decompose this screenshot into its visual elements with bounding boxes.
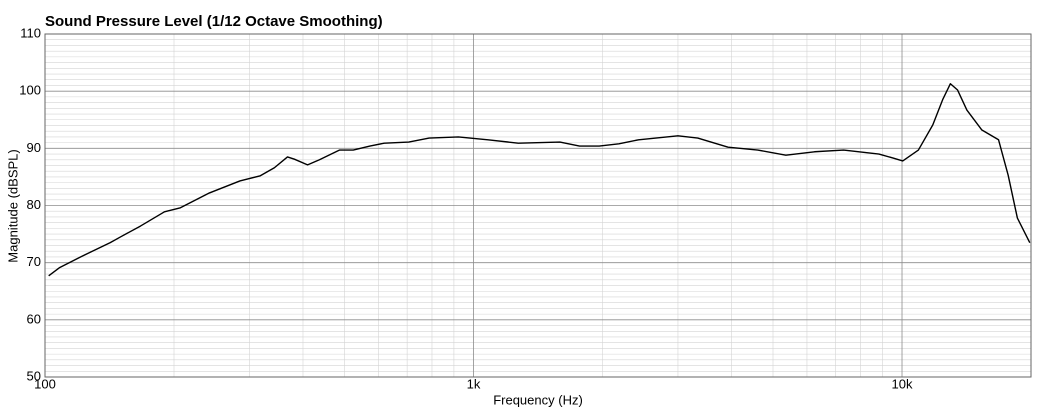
chart-title: Sound Pressure Level (1/12 Octave Smooth… xyxy=(45,13,383,30)
y-tick-label: 90 xyxy=(27,140,41,155)
x-tick-label: 1k xyxy=(467,376,481,391)
response-curve xyxy=(48,83,1031,277)
x-tick-label: 100 xyxy=(34,376,56,391)
y-axis-label: Magnitude (dBSPL) xyxy=(5,149,20,262)
y-tick-label: 110 xyxy=(20,25,41,40)
y-tick-label: 100 xyxy=(19,83,41,98)
y-tick-label: 60 xyxy=(27,311,41,326)
y-tick-label: 70 xyxy=(27,254,41,269)
x-axis-label: Frequency (Hz) xyxy=(493,392,583,407)
plot-frame xyxy=(44,33,1032,378)
y-tick-label: 80 xyxy=(27,197,41,212)
y-tick-label: 50 xyxy=(27,368,41,383)
x-tick-label: 10k xyxy=(892,376,913,391)
